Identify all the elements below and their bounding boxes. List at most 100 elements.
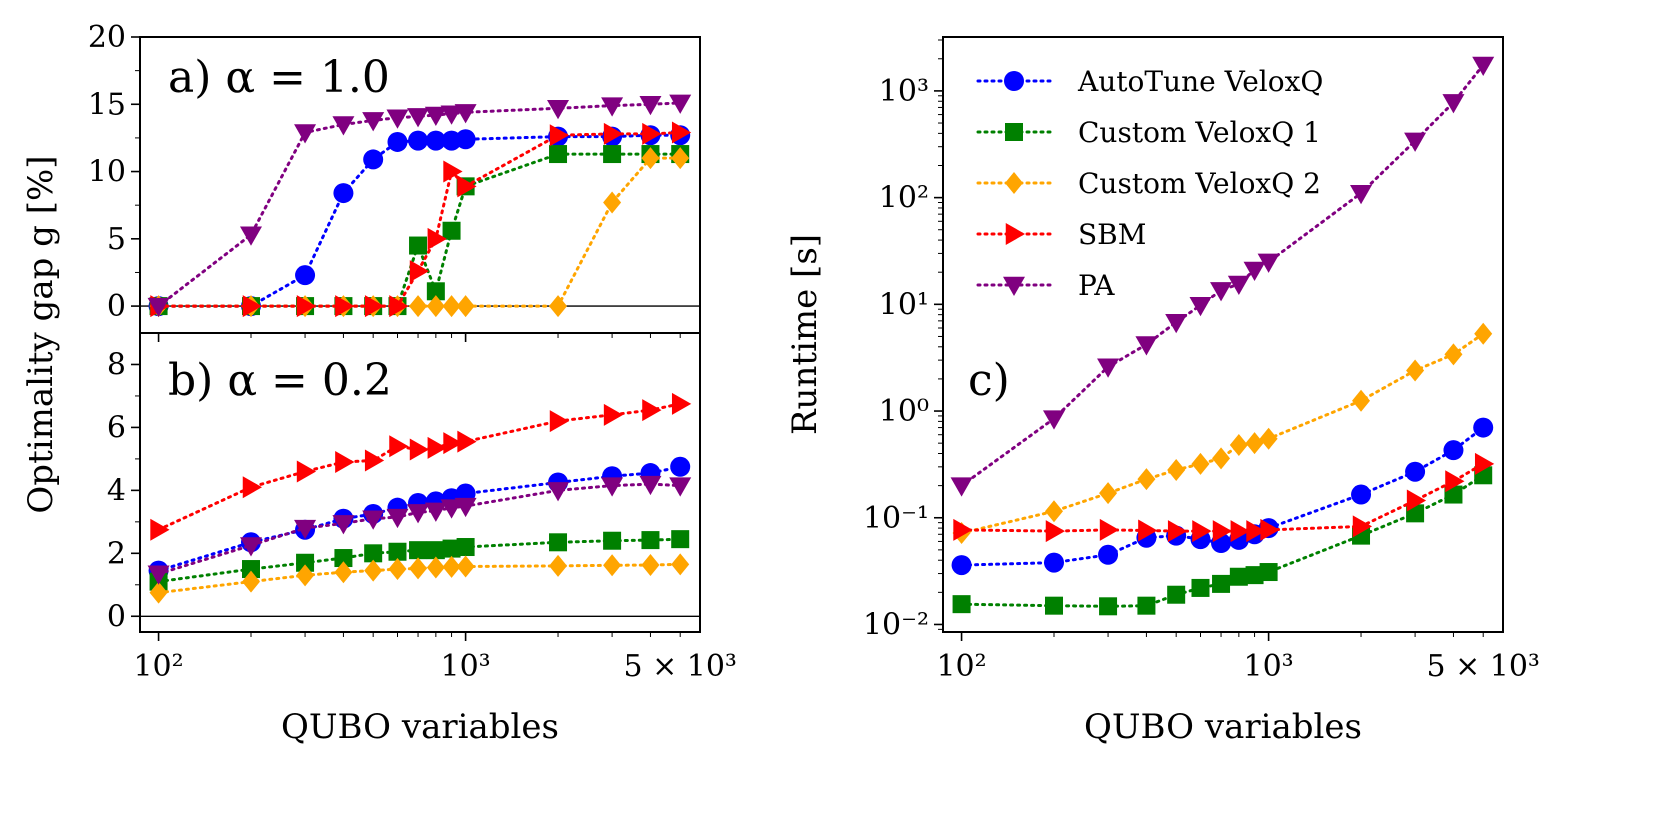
data-point-pa <box>386 508 409 529</box>
data-point-autotune-veloxq <box>951 555 972 576</box>
data-point-autotune-veloxq <box>670 456 691 477</box>
data-point-pa <box>332 515 355 535</box>
data-point-pa <box>454 104 477 124</box>
data-point-sbm <box>389 295 409 318</box>
data-point-sbm <box>443 160 463 183</box>
data-point-pa <box>294 519 317 540</box>
data-point-autotune-veloxq <box>363 149 384 170</box>
data-point-pa <box>1257 253 1280 273</box>
data-point-custom-veloxq-1 <box>1099 597 1118 616</box>
data-point-autotune-veloxq <box>408 130 429 151</box>
y-tick-label: 0 <box>107 599 126 634</box>
data-point-custom-veloxq-2 <box>603 191 622 214</box>
data-point-custom-veloxq-2 <box>426 556 445 579</box>
data-point-pa <box>1189 297 1212 317</box>
data-point-sbm <box>150 518 170 541</box>
data-point-sbm <box>364 449 385 472</box>
data-point-custom-veloxq-2 <box>456 555 475 578</box>
data-point-autotune-veloxq <box>1473 417 1494 438</box>
data-point-custom-veloxq-1 <box>241 560 260 579</box>
legend: AutoTune VeloxQ Custom VeloxQ 1 Custom Vel… <box>976 65 1323 302</box>
data-point-sbm <box>1230 520 1250 543</box>
data-point-sbm <box>1167 520 1188 543</box>
data-point-autotune-veloxq <box>1098 544 1119 565</box>
data-point-custom-veloxq-2 <box>1474 322 1493 345</box>
data-point-pa <box>239 226 262 246</box>
data-point-autotune-veloxq <box>1443 440 1464 461</box>
y-tick-label: 8 <box>107 347 126 382</box>
data-point-sbm <box>457 175 477 198</box>
data-point-custom-veloxq-1 <box>1229 567 1248 586</box>
data-point-custom-veloxq-2 <box>641 147 660 170</box>
data-point-autotune-veloxq <box>1405 461 1426 482</box>
data-point-pa <box>407 504 430 524</box>
data-point-sbm <box>1352 515 1373 538</box>
data-point-sbm <box>1138 519 1158 542</box>
data-point-sbm <box>671 392 692 415</box>
y-tick-label: 10¹ <box>879 287 929 322</box>
data-point-sbm <box>409 438 430 461</box>
y-tick-label: 6 <box>107 410 126 445</box>
data-point-custom-veloxq-2 <box>456 295 475 318</box>
x-tick-label: 10² <box>133 649 183 684</box>
legend-marker-custom-veloxq-1 <box>1005 123 1023 141</box>
data-point-sbm <box>242 295 262 318</box>
data-point-custom-veloxq-1 <box>549 533 568 552</box>
data-point-sbm <box>427 436 447 459</box>
data-point-pa <box>407 108 430 128</box>
data-point-pa <box>239 537 262 557</box>
y-tick-label: 10⁻² <box>863 607 929 642</box>
y-axis-label: Runtime [s] <box>785 234 825 435</box>
data-point-sbm <box>1260 518 1280 541</box>
data-point-sbm <box>389 435 409 458</box>
data-point-autotune-veloxq <box>1043 552 1064 573</box>
panel-label: a) α = 1.0 <box>168 52 390 103</box>
data-point-sbm <box>603 122 624 145</box>
data-point-pa <box>639 96 662 116</box>
data-point-pa <box>147 297 170 318</box>
data-point-custom-veloxq-1 <box>549 145 568 164</box>
data-point-custom-veloxq-1 <box>603 531 622 550</box>
y-tick-label: 15 <box>88 87 126 122</box>
data-point-sbm <box>457 430 477 453</box>
data-point-pa <box>601 477 624 497</box>
data-point-sbm <box>671 121 692 144</box>
data-point-sbm <box>364 295 385 318</box>
data-point-custom-veloxq-1 <box>426 282 445 301</box>
panel-c-runtime: 10⁻² 10⁻¹ 10⁰ 10¹ 10² 10³ 10² 10³ 5 × 10³ QUBO va… <box>785 36 1540 747</box>
data-point-sbm <box>296 460 317 483</box>
axes-frame <box>942 36 1504 633</box>
data-point-custom-veloxq-2 <box>1406 359 1425 382</box>
data-point-sbm <box>603 403 624 426</box>
x-axis-label: QUBO variables <box>1084 707 1362 747</box>
series-line-autotune-veloxq <box>157 133 682 308</box>
data-point-autotune-veloxq <box>387 131 408 152</box>
data-point-custom-veloxq-2 <box>426 295 445 318</box>
series-line-custom-veloxq-1 <box>157 152 682 308</box>
x-tick-label: 10³ <box>1244 649 1294 684</box>
data-point-custom-veloxq-2 <box>641 553 660 576</box>
y-tick-label: 10 <box>88 155 126 190</box>
y-tick-label: 10³ <box>879 74 929 109</box>
data-point-custom-veloxq-2 <box>334 561 353 584</box>
legend-label-custom-veloxq-1: Custom VeloxQ 1 <box>1078 116 1321 149</box>
data-point-custom-veloxq-2 <box>1167 459 1186 482</box>
legend-marker-custom-veloxq-2 <box>1005 172 1023 194</box>
legend-label-pa: PA <box>1078 269 1115 302</box>
data-point-custom-veloxq-1 <box>1212 574 1231 593</box>
data-point-custom-veloxq-1 <box>603 145 622 164</box>
x-tick-label: 5 × 10³ <box>1426 649 1540 684</box>
data-point-custom-veloxq-2 <box>549 554 568 577</box>
legend-marker-sbm <box>1005 223 1025 245</box>
series-line-custom-veloxq-2 <box>960 332 1485 535</box>
data-point-pa <box>1227 275 1250 296</box>
data-point-custom-veloxq-1 <box>334 549 353 568</box>
data-point-custom-veloxq-2 <box>1212 447 1231 470</box>
legend-marker-pa <box>1003 276 1025 296</box>
data-point-sbm <box>443 432 463 455</box>
y-tick-label: 0 <box>107 289 126 324</box>
data-point-custom-veloxq-1 <box>442 221 461 240</box>
data-point-pa <box>362 510 385 530</box>
data-point-sbm <box>1192 520 1212 543</box>
legend-marker-autotune-veloxq <box>1004 71 1024 91</box>
